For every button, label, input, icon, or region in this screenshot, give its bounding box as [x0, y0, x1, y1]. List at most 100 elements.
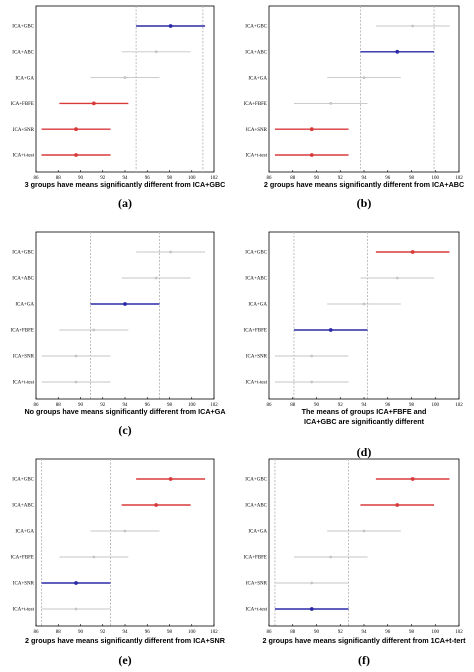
panel-caption: 2 groups have means significantly differ… [262, 636, 466, 645]
mean-marker-ica-fbfe [92, 328, 96, 332]
x-tick-label: 96 [385, 403, 391, 408]
category-label: ICA+GA [248, 530, 267, 535]
category-label: ICA+ABC [12, 51, 34, 56]
mean-marker-ica-ga [123, 302, 127, 306]
x-tick-label: 102 [455, 176, 463, 181]
x-tick-label: 90 [78, 403, 84, 408]
x-tick-label: 100 [188, 403, 196, 408]
category-label: ICA+SNR [13, 128, 35, 133]
panel-label: (b) [357, 196, 372, 210]
x-tick-label: 96 [385, 176, 391, 181]
mean-marker-ica-gbc [410, 250, 415, 254]
mean-marker-ica-abc [395, 49, 400, 54]
x-tick-label: 96 [145, 176, 151, 181]
mean-marker-ica-snr [310, 354, 314, 358]
x-tick-label: 102 [455, 403, 463, 408]
mean-marker-ica-ga [362, 302, 366, 306]
x-tick-label: 92 [338, 176, 344, 181]
category-label: ICA+FBFE [11, 329, 34, 334]
category-label: ICA+t-test [246, 381, 268, 386]
category-label: ICA+ABC [12, 277, 34, 282]
panel-label: (f) [358, 653, 370, 667]
category-label: ICA+GBC [12, 478, 34, 483]
category-label: ICA+ABC [245, 51, 267, 56]
x-tick-label: 98 [409, 630, 415, 635]
x-tick-label: 92 [100, 176, 106, 181]
x-tick-label: 92 [338, 403, 344, 408]
panel-d: ICA+GBC ICA+ABC ICA+GA ICA+FBFE ICA+SNR ICA+t… [244, 231, 463, 459]
category-label: ICA+SNR [13, 355, 35, 360]
mean-marker-ica-ga [123, 529, 127, 533]
category-label: ICA+FBFE [244, 556, 267, 561]
x-tick-label: 94 [123, 630, 129, 635]
panel-c: ICA+GBC ICA+ABC ICA+GA ICA+FBFE ICA+SNR ICA+t… [11, 231, 226, 437]
mean-marker-ica-snr [74, 581, 78, 585]
x-tick-label: 90 [314, 403, 320, 408]
x-tick-label: 102 [210, 176, 218, 181]
mean-marker-ica-fbfe [328, 328, 333, 332]
x-tick-label: 100 [188, 630, 196, 635]
x-tick-label: 90 [314, 176, 320, 181]
mean-marker-ica-abc [395, 503, 400, 507]
category-label: ICA+ABC [12, 504, 34, 509]
category-label: ICA+SNR [246, 355, 268, 360]
category-label: ICA+GA [248, 76, 267, 81]
mean-marker-ica-ga [123, 76, 127, 79]
x-tick-label: 100 [432, 403, 440, 408]
x-tick-label: 88 [56, 630, 62, 635]
x-tick-label: 98 [167, 403, 173, 408]
category-label: ICA+FBFE [11, 102, 34, 107]
panel-caption: No groups have means significantly diffe… [24, 407, 225, 416]
x-tick-label: 86 [34, 176, 40, 181]
category-label: ICA+GBC [245, 25, 267, 30]
mean-marker-ica-gbc [410, 477, 415, 481]
mean-marker-ica-abc [154, 50, 158, 54]
category-label: ICA+SNR [246, 582, 268, 587]
x-tick-label: 98 [167, 630, 173, 635]
category-label: ICA+GBC [12, 251, 34, 256]
category-label: ICA+t-test [13, 154, 35, 159]
x-tick-label: 86 [267, 403, 273, 408]
panel-caption: ICA+GBC are significantly different [304, 417, 425, 426]
category-label: ICA+FBFE [244, 329, 267, 334]
x-tick-label: 90 [314, 630, 320, 635]
panel-b: ICA+GBC ICA+ABC ICA+GA ICA+FBFE ICA+SNR ICA+t… [244, 5, 464, 210]
panel-a: ICA+GBC ICA+ABC ICA+GA ICA+FBFE ICA+SNR ICA+t… [11, 5, 226, 210]
x-tick-label: 86 [267, 630, 273, 635]
mean-marker-ica-t-test [310, 380, 314, 384]
category-label: ICA+t-test [246, 154, 268, 159]
panel-caption: 3 groups have means significantly differ… [25, 180, 226, 189]
x-tick-label: 98 [167, 176, 173, 181]
x-tick-label: 98 [409, 403, 415, 408]
plot-frame [268, 5, 460, 173]
panel-label: (d) [357, 445, 372, 459]
category-label: ICA+t-test [246, 608, 268, 613]
x-tick-label: 100 [432, 630, 440, 635]
x-tick-label: 88 [290, 403, 296, 408]
panel-caption: The means of groups ICA+FBFE and [302, 407, 427, 416]
plot-frame [268, 458, 460, 627]
mean-marker-ica-fbfe [91, 101, 96, 106]
mean-marker-ica-fbfe [329, 102, 333, 105]
category-label: ICA+t-test [13, 381, 35, 386]
x-tick-label: 86 [34, 630, 40, 635]
mean-marker-ica-gbc [168, 477, 173, 481]
category-label: ICA+GA [248, 303, 267, 308]
plot-frame [268, 231, 460, 400]
mean-marker-ica-abc [395, 276, 399, 280]
mean-marker-ica-snr [74, 127, 78, 132]
category-label: ICA+FBFE [11, 556, 34, 561]
x-tick-label: 98 [409, 176, 415, 181]
mean-marker-ica-fbfe [92, 555, 96, 559]
plot-frame [35, 231, 215, 400]
category-label: ICA+GBC [12, 25, 34, 30]
x-tick-label: 94 [362, 403, 368, 408]
x-tick-label: 102 [210, 403, 218, 408]
panel-caption: 2 groups have means significantly differ… [264, 180, 464, 189]
x-tick-label: 90 [78, 176, 84, 181]
x-tick-label: 102 [455, 630, 463, 635]
category-label: ICA+SNR [13, 582, 35, 587]
mean-marker-ica-snr [310, 581, 314, 585]
x-tick-label: 92 [100, 403, 106, 408]
